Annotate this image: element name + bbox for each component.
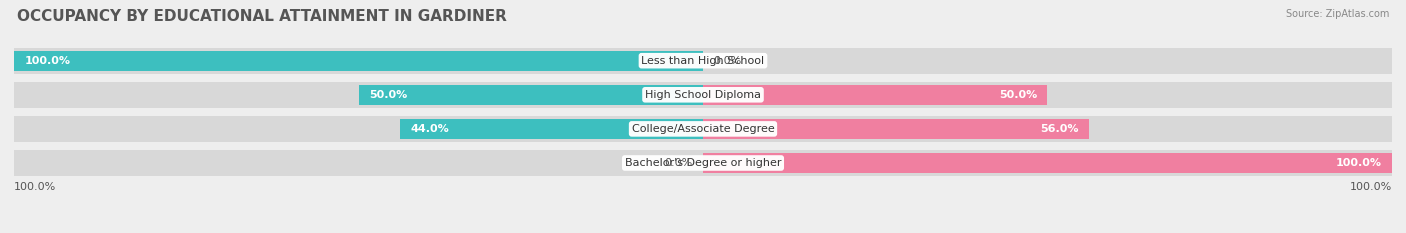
Bar <box>14 48 703 74</box>
Text: Less than High School: Less than High School <box>641 56 765 66</box>
Text: OCCUPANCY BY EDUCATIONAL ATTAINMENT IN GARDINER: OCCUPANCY BY EDUCATIONAL ATTAINMENT IN G… <box>17 9 506 24</box>
Text: Source: ZipAtlas.com: Source: ZipAtlas.com <box>1285 9 1389 19</box>
Bar <box>359 85 703 105</box>
Bar <box>703 153 1392 173</box>
Bar <box>14 150 703 176</box>
Text: 100.0%: 100.0% <box>14 182 56 192</box>
Bar <box>703 48 1392 74</box>
Text: 50.0%: 50.0% <box>998 90 1038 100</box>
Text: 100.0%: 100.0% <box>1336 158 1382 168</box>
Bar <box>399 119 703 139</box>
Bar <box>703 119 1088 139</box>
Text: 44.0%: 44.0% <box>411 124 449 134</box>
Text: 100.0%: 100.0% <box>1350 182 1392 192</box>
Bar <box>14 116 703 142</box>
Bar <box>703 116 1392 142</box>
Text: 0.0%: 0.0% <box>665 158 693 168</box>
Bar <box>703 85 1047 105</box>
Bar <box>703 82 1392 108</box>
Text: 0.0%: 0.0% <box>713 56 741 66</box>
Text: College/Associate Degree: College/Associate Degree <box>631 124 775 134</box>
Text: 100.0%: 100.0% <box>24 56 70 66</box>
Text: 50.0%: 50.0% <box>368 90 408 100</box>
Legend: Owner-occupied, Renter-occupied: Owner-occupied, Renter-occupied <box>575 230 831 233</box>
Text: High School Diploma: High School Diploma <box>645 90 761 100</box>
Text: 56.0%: 56.0% <box>1040 124 1078 134</box>
Bar <box>14 51 703 71</box>
Bar <box>703 150 1392 176</box>
Text: Bachelor's Degree or higher: Bachelor's Degree or higher <box>624 158 782 168</box>
Bar <box>14 82 703 108</box>
